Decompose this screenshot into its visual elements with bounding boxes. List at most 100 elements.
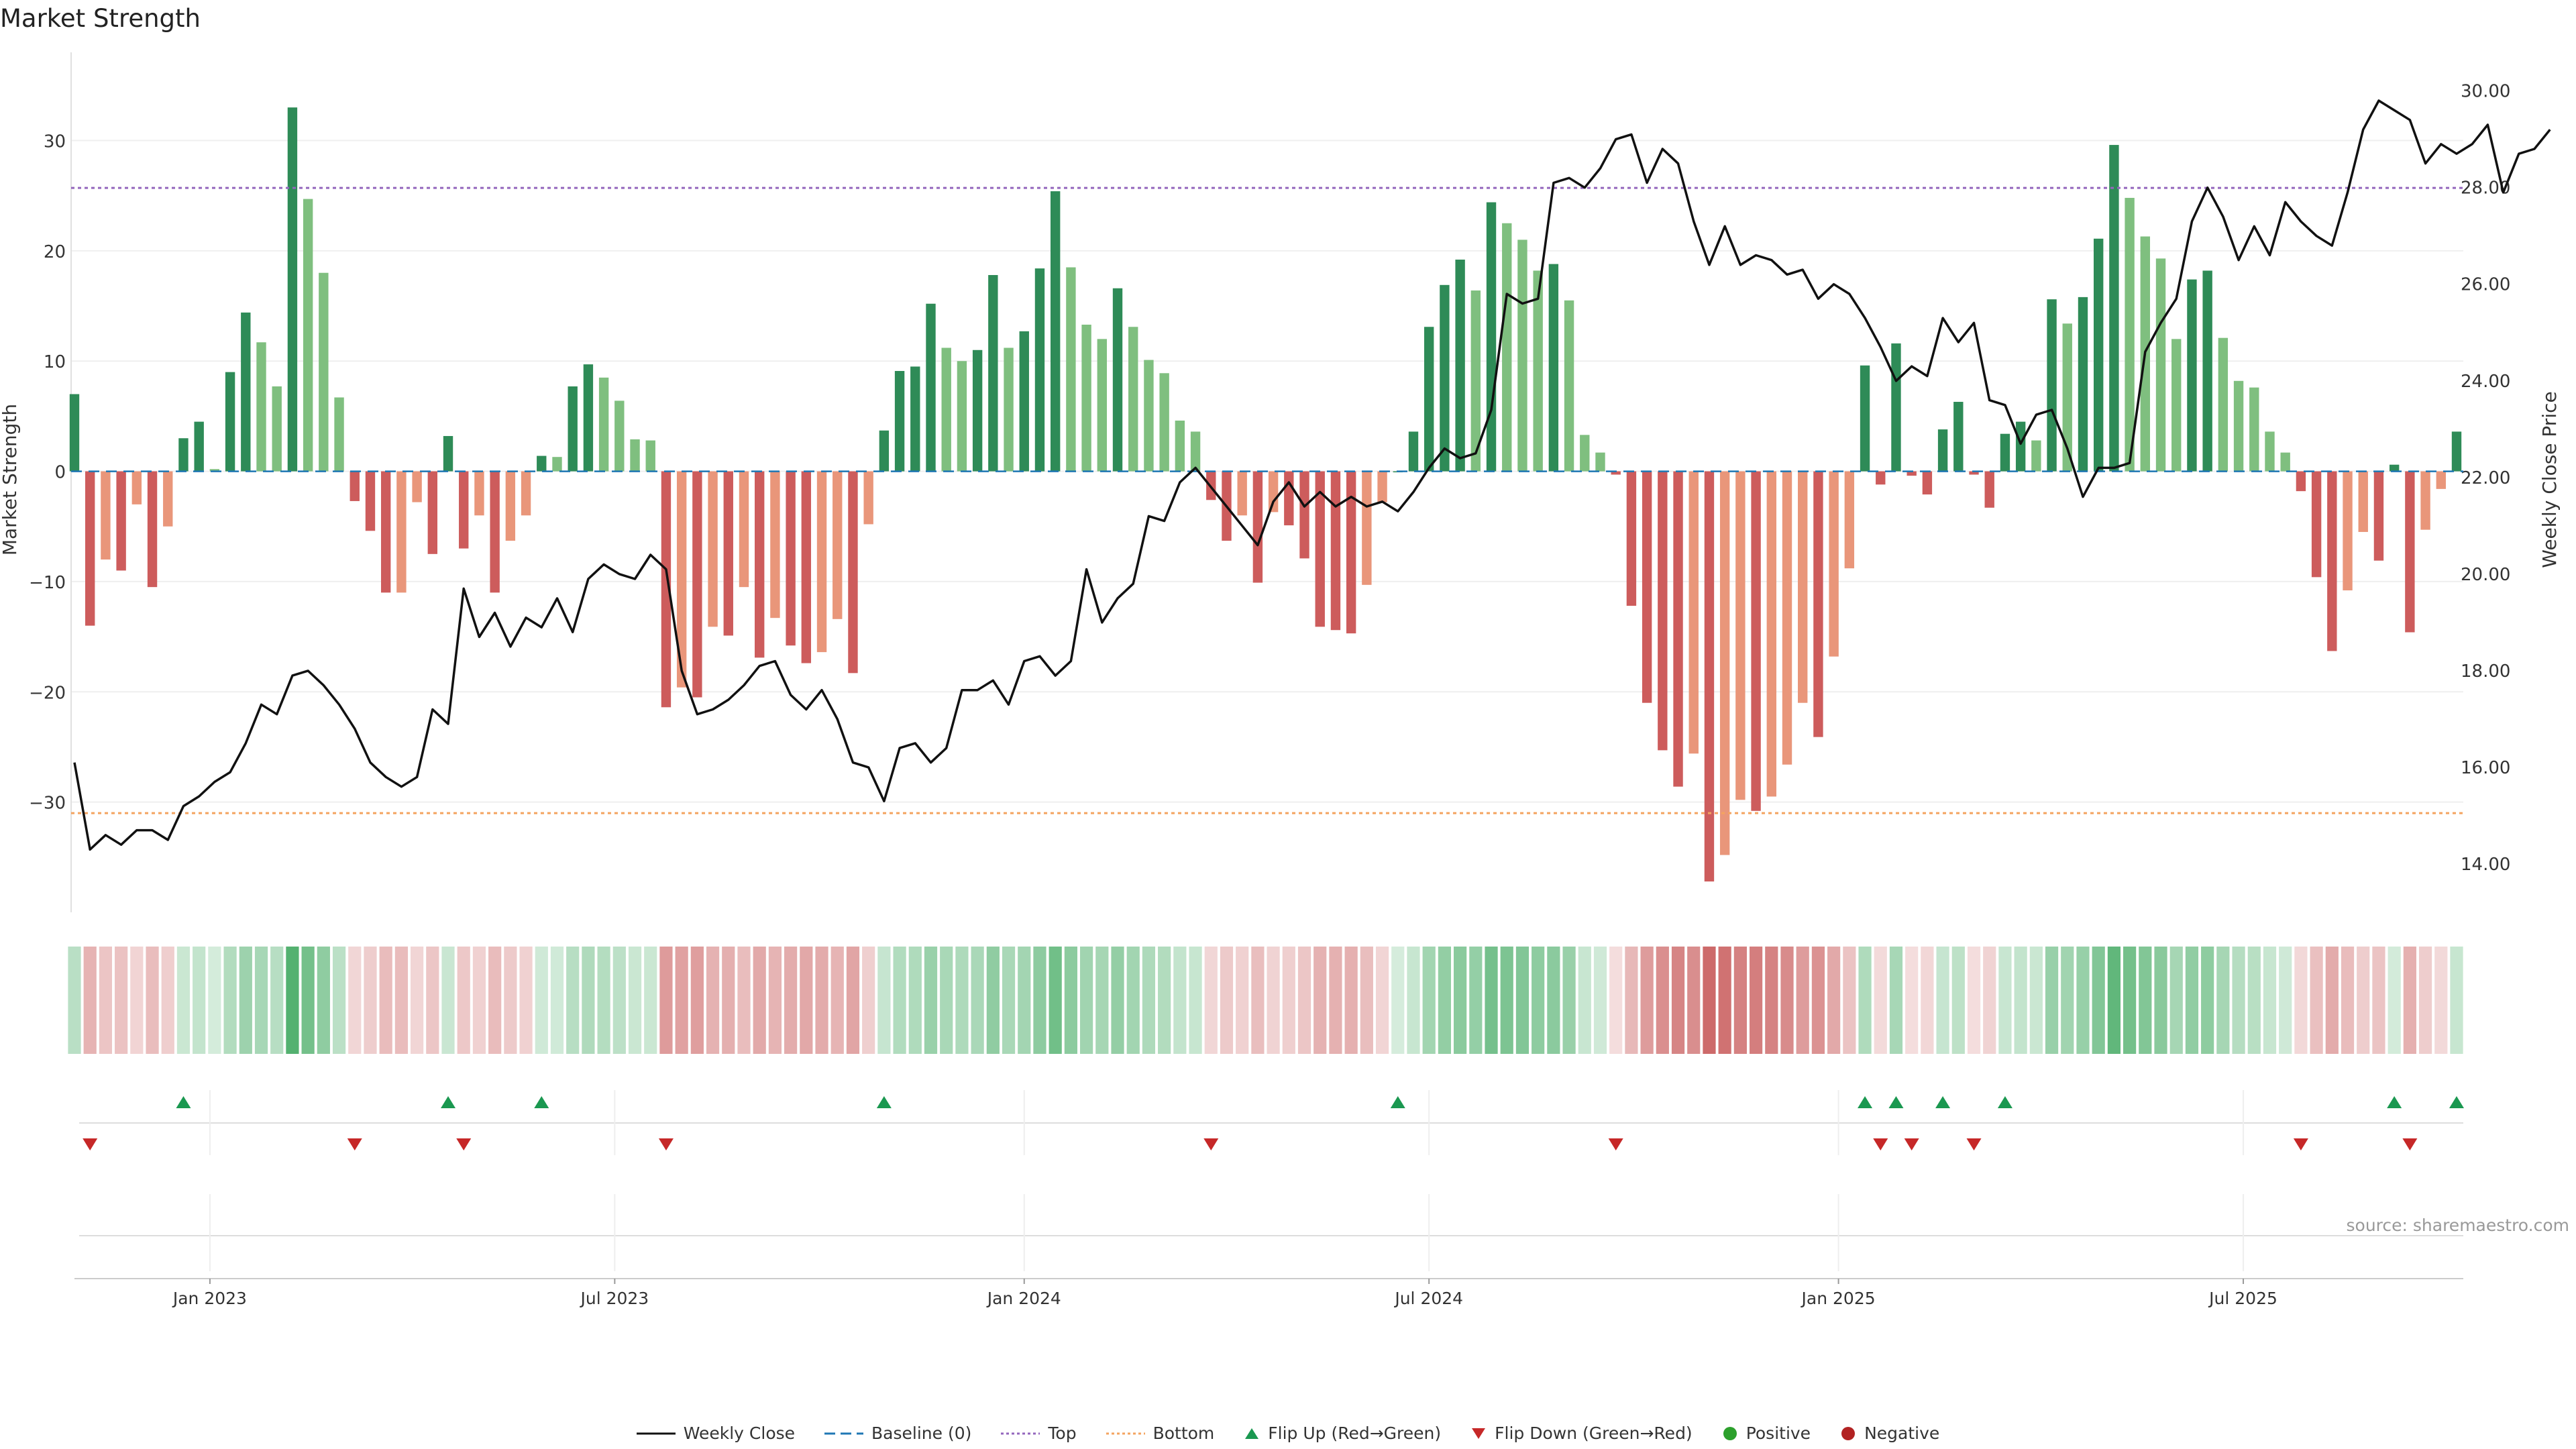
strength-bar [988, 275, 998, 472]
heat-cell [830, 947, 844, 1054]
heat-cell [986, 947, 1000, 1054]
heat-cell [394, 947, 408, 1054]
y2-tick-label: 30.00 [2461, 82, 2510, 102]
strength-bar [1517, 239, 1527, 472]
heat-cell [2123, 947, 2137, 1054]
legend-label: Baseline (0) [871, 1424, 972, 1443]
page-title: Market Strength [0, 4, 201, 33]
strength-bar [2093, 238, 2104, 472]
heat-cell [332, 947, 346, 1054]
y2-tick-label: 14.00 [2461, 855, 2510, 875]
strength-bar [178, 438, 189, 472]
heat-cell [239, 947, 252, 1054]
strength-bar [1595, 452, 1605, 472]
strength-bar [1782, 471, 1792, 765]
strength-bar [1237, 471, 1247, 516]
heat-cell [1687, 947, 1701, 1054]
y2-tick-label: 22.00 [2461, 468, 2510, 488]
flip-up-marker [2449, 1096, 2464, 1108]
heat-cell [1095, 947, 1109, 1054]
heat-cell [1749, 947, 1763, 1054]
heat-cell [1625, 947, 1638, 1054]
flip-up-marker [1997, 1096, 2012, 1108]
strength-bar [1346, 471, 1356, 634]
strength-bar [194, 421, 204, 472]
strength-bar [1735, 471, 1746, 800]
y2-tick-label: 20.00 [2461, 565, 2510, 585]
strength-bar [2171, 339, 2182, 472]
heat-cell [1874, 947, 1887, 1054]
heat-cell [1656, 947, 1669, 1054]
flip-panel [79, 1090, 2464, 1271]
heat-cell [441, 947, 455, 1054]
heat-cell [1827, 947, 1841, 1054]
heat-cell [1811, 947, 1825, 1054]
heat-cell [1002, 947, 1016, 1054]
strength-bar [537, 455, 547, 472]
legend-item-flip-down: Flip Down (Green→Red) [1470, 1424, 1693, 1443]
strength-bar [303, 199, 313, 472]
heat-cell [2418, 947, 2432, 1054]
strength-bar [380, 471, 391, 593]
x-tick-label: Jul 2023 [579, 1289, 649, 1308]
flip-up-marker [1935, 1096, 1951, 1108]
heat-cell [690, 947, 704, 1054]
strength-bar [708, 471, 718, 627]
strength-bar [1751, 471, 1761, 811]
strength-bar [1362, 471, 1372, 585]
heat-cell [161, 947, 174, 1054]
heat-cell [768, 947, 782, 1054]
top-swatch [1001, 1432, 1040, 1434]
strength-bar [894, 370, 905, 472]
heat-cell [1454, 947, 1467, 1054]
heat-cell [2201, 947, 2214, 1054]
heat-cell [1391, 947, 1405, 1054]
strength-bar [1533, 270, 1543, 472]
heat-cell [472, 947, 486, 1054]
y-tick-label: −30 [29, 794, 66, 814]
axes: −30 −20 −10 0 10 20 30 14.00 16.00 18.00 20.00 22.0… [29, 52, 2510, 912]
strength-bar [755, 471, 765, 658]
strength-bar [521, 471, 531, 516]
heat-cell [908, 947, 922, 1054]
heat-cell [364, 947, 377, 1054]
strength-bar [1844, 471, 1855, 569]
heat-cell [1267, 947, 1280, 1054]
y-tick-label: −20 [29, 683, 66, 703]
strength-bar [2031, 440, 2041, 472]
strength-bar [1969, 471, 1979, 475]
heat-cell [675, 947, 688, 1054]
heat-cell [2310, 947, 2323, 1054]
heat-cell [628, 947, 642, 1054]
heat-cell [1329, 947, 1342, 1054]
heat-cell [1951, 947, 1965, 1054]
strength-bar [1860, 365, 1870, 472]
heat-cell [146, 947, 159, 1054]
strength-bar [412, 471, 422, 502]
heat-cell [1998, 947, 2012, 1054]
heat-cell [504, 947, 517, 1054]
heat-cell [379, 947, 392, 1054]
x-axis: Jan 2023 Jul 2023 Jan 2024 Jul 2024 Jan 2025… [74, 1278, 2463, 1308]
heat-cell [1344, 947, 1358, 1054]
heat-cell [348, 947, 362, 1054]
strength-bar [1144, 360, 1154, 472]
strength-bar [1315, 471, 1325, 627]
flip-down-marker [83, 1138, 98, 1150]
flip-down-marker [347, 1138, 362, 1150]
heat-cell [2247, 947, 2261, 1054]
strength-bar [2015, 421, 2026, 472]
heat-cell [2139, 947, 2152, 1054]
strength-bar [1004, 347, 1014, 472]
strength-bar [163, 471, 173, 527]
strength-bar [1611, 471, 1621, 475]
heat-cell [612, 947, 626, 1054]
strength-bar [1097, 339, 1107, 472]
heat-cell [426, 947, 439, 1054]
heat-cell [2263, 947, 2277, 1054]
heat-cell [1796, 947, 1809, 1054]
y-axis-label: Market Strength [0, 404, 21, 555]
strength-bar [1719, 471, 1730, 855]
strength-bar [1424, 327, 1434, 472]
strength-bar [2358, 471, 2368, 532]
